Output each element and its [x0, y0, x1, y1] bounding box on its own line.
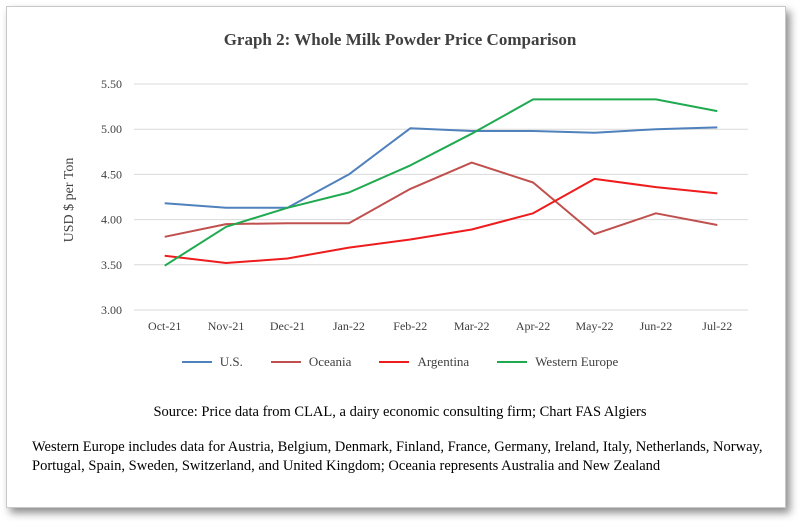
- series-line-western-europe: [164, 98, 718, 267]
- legend-label: U.S.: [219, 354, 243, 369]
- x-tick-label: Feb-22: [393, 319, 427, 333]
- legend-item: Argentina: [379, 354, 469, 370]
- source-note: Source: Price data from CLAL, a dairy ec…: [153, 404, 647, 420]
- x-tick-label: Jun-22: [640, 319, 673, 333]
- legend-label: Western Europe: [535, 354, 619, 369]
- series-line-u-s: [164, 126, 718, 209]
- legend-item: U.S.: [181, 354, 243, 370]
- y-tick-label: 5.50: [101, 77, 122, 91]
- y-tick-label: 4.50: [101, 167, 122, 181]
- chart-title: Graph 2: Whole Milk Powder Price Compari…: [223, 30, 577, 49]
- y-tick-label: 5.00: [101, 122, 122, 136]
- legend-label: Oceania: [308, 354, 352, 369]
- x-tick-labels: Oct-21 Nov-21 Dec-21 Jan-22 Feb-22 Mar-22 Apr-…: [148, 319, 732, 333]
- legend-swatch: [379, 361, 410, 363]
- chart-frame: [6, 6, 786, 508]
- legend-label: Argentina: [417, 354, 470, 369]
- legend-item: Oceania: [270, 354, 352, 370]
- x-tick-label: Nov-21: [208, 319, 245, 333]
- x-tick-label: Jul-22: [702, 319, 732, 333]
- series-line-oceania: [164, 161, 718, 238]
- x-tick-label: May-22: [576, 319, 614, 333]
- x-tick-label: Oct-21: [148, 319, 181, 333]
- x-tick-label: Mar-22: [454, 319, 490, 333]
- series-lines: [164, 98, 718, 267]
- gridlines: [134, 83, 748, 311]
- y-tick-label: 3.50: [101, 258, 122, 272]
- y-tick-label: 3.00: [101, 303, 122, 317]
- legend-swatch: [181, 361, 212, 363]
- legend-swatch: [497, 361, 528, 363]
- y-tick-label: 4.00: [101, 213, 122, 227]
- legend-item: Western Europe: [497, 354, 618, 370]
- x-tick-label: Jan-22: [333, 319, 365, 333]
- legend: U.S. Oceania Argentina Western Europe: [0, 354, 800, 370]
- series-line-argentina: [164, 177, 718, 264]
- x-tick-label: Apr-22: [516, 319, 550, 333]
- footnote: Western Europe includes data for Austria…: [32, 439, 763, 474]
- x-tick-label: Dec-21: [270, 319, 305, 333]
- y-tick-labels: 3.00 3.50 4.00 4.50 5.00 5.50: [101, 77, 122, 317]
- legend-swatch: [270, 361, 301, 363]
